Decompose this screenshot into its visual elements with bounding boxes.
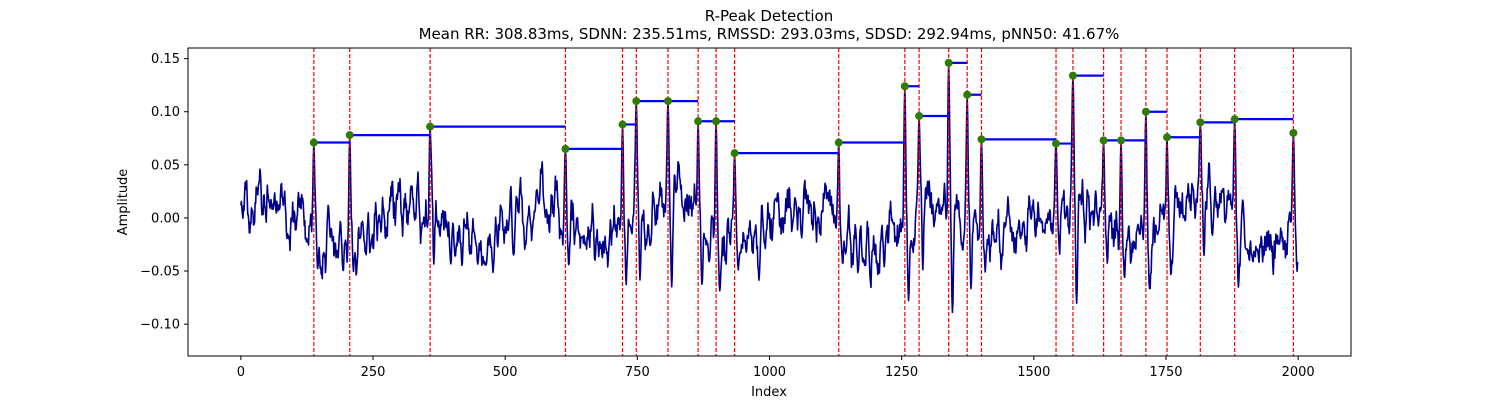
signal-line xyxy=(240,62,1299,314)
peak-marker-13 xyxy=(915,111,924,120)
peak-marker-2 xyxy=(345,131,354,140)
peak-marker-18 xyxy=(1068,71,1077,80)
peak-marker-10 xyxy=(730,149,739,158)
x-tick-label-5: 1000 xyxy=(753,365,786,380)
peak-marker-7 xyxy=(664,97,673,106)
peak-marker-6 xyxy=(632,97,641,106)
plot-clipped-group xyxy=(240,48,1299,356)
peak-marker-19 xyxy=(1099,136,1108,145)
x-tick-label-7: 1500 xyxy=(1017,365,1050,380)
peak-marker-15 xyxy=(963,90,972,99)
peak-marker-23 xyxy=(1196,118,1205,127)
y-axis: −0.10 −0.05 0.00 0.05 0.10 0.15 xyxy=(140,52,188,333)
y-tick-label-4: 0.05 xyxy=(151,158,180,173)
peak-marker-25 xyxy=(1289,128,1298,137)
peak-marker-24 xyxy=(1230,115,1239,124)
y-axis-label: Amplitude xyxy=(116,169,131,236)
peak-marker-3 xyxy=(426,122,435,131)
x-tick-label-2: 250 xyxy=(361,365,386,380)
x-tick-label-3: 500 xyxy=(493,365,518,380)
peak-marker-16 xyxy=(977,135,986,144)
peak-marker-11 xyxy=(834,138,843,147)
peak-marker-21 xyxy=(1141,107,1150,116)
x-tick-label-8: 1750 xyxy=(1149,365,1182,380)
y-tick-label-2: −0.05 xyxy=(140,265,180,280)
peak-marker-14 xyxy=(944,58,953,67)
chart-title: R-Peak Detection xyxy=(705,7,833,25)
peak-marker-4 xyxy=(561,144,570,153)
y-tick-label-5: 0.10 xyxy=(151,105,180,120)
x-tick-label-1: 0 xyxy=(237,365,245,380)
x-tick-label-4: 750 xyxy=(625,365,650,380)
peak-marker-5 xyxy=(618,120,627,129)
chart-subtitle: Mean RR: 308.83ms, SDNN: 235.51ms, RMSSD… xyxy=(419,25,1120,43)
x-tick-label-9: 2000 xyxy=(1282,365,1315,380)
peak-marker-12 xyxy=(900,82,909,91)
peak-marker-20 xyxy=(1117,136,1126,145)
y-tick-label-1: −0.10 xyxy=(140,318,180,333)
y-tick-label-3: 0.00 xyxy=(151,211,180,226)
peak-marker-1 xyxy=(309,138,318,147)
x-tick-label-6: 1250 xyxy=(885,365,918,380)
plot-area xyxy=(240,48,1299,356)
peak-marker-8 xyxy=(694,117,703,126)
peak-marker-9 xyxy=(712,117,721,126)
y-tick-label-6: 0.15 xyxy=(151,52,180,67)
x-axis-label: Index xyxy=(751,385,787,400)
x-axis: 0 250 500 750 1000 1250 1500 1750 2000 xyxy=(237,356,1315,380)
peak-marker-22 xyxy=(1163,133,1172,142)
peak-marker-17 xyxy=(1052,139,1061,148)
